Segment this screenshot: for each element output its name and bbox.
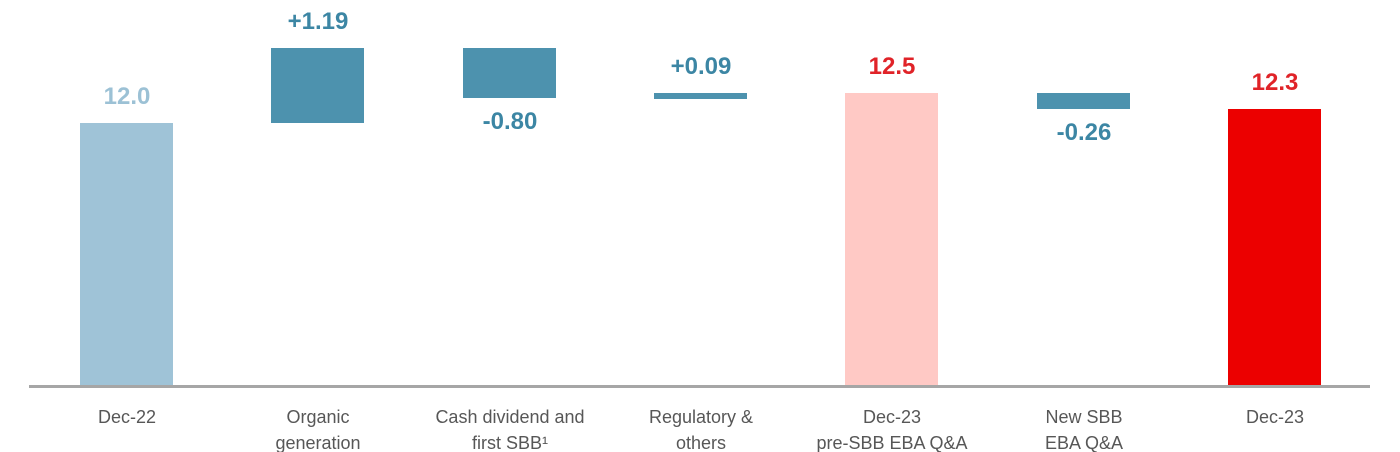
category-label-3: Cash dividend and first SBB¹ bbox=[435, 407, 585, 452]
category-label-4: Regulatory & others bbox=[648, 407, 754, 452]
waterfall-bar-1 bbox=[80, 123, 173, 386]
waterfall-bar-2 bbox=[271, 48, 364, 123]
waterfall-bar-6 bbox=[1037, 93, 1130, 109]
value-label-2: +1.19 bbox=[287, 8, 349, 35]
value-label-6: -0.26 bbox=[1056, 119, 1112, 146]
category-label-1: Dec-22 bbox=[97, 407, 157, 427]
category-label-5: Dec-23 pre-SBB EBA Q&A bbox=[816, 407, 968, 452]
value-label-4: +0.09 bbox=[670, 53, 732, 80]
value-label-1: 12.0 bbox=[103, 83, 151, 110]
waterfall-bar-7 bbox=[1228, 109, 1321, 386]
waterfall-bar-5 bbox=[845, 93, 938, 386]
value-label-3: -0.80 bbox=[482, 108, 538, 135]
category-label-7: Dec-23 bbox=[1245, 407, 1305, 427]
waterfall-bar-4 bbox=[654, 93, 747, 99]
value-label-7: 12.3 bbox=[1251, 69, 1299, 96]
value-label-5: 12.5 bbox=[868, 53, 916, 80]
category-label-6: New SBB EBA Q&A bbox=[1044, 407, 1124, 452]
waterfall-bar-3 bbox=[463, 48, 556, 98]
x-axis-line bbox=[29, 385, 1370, 388]
category-label-2: Organic generation bbox=[275, 407, 361, 452]
